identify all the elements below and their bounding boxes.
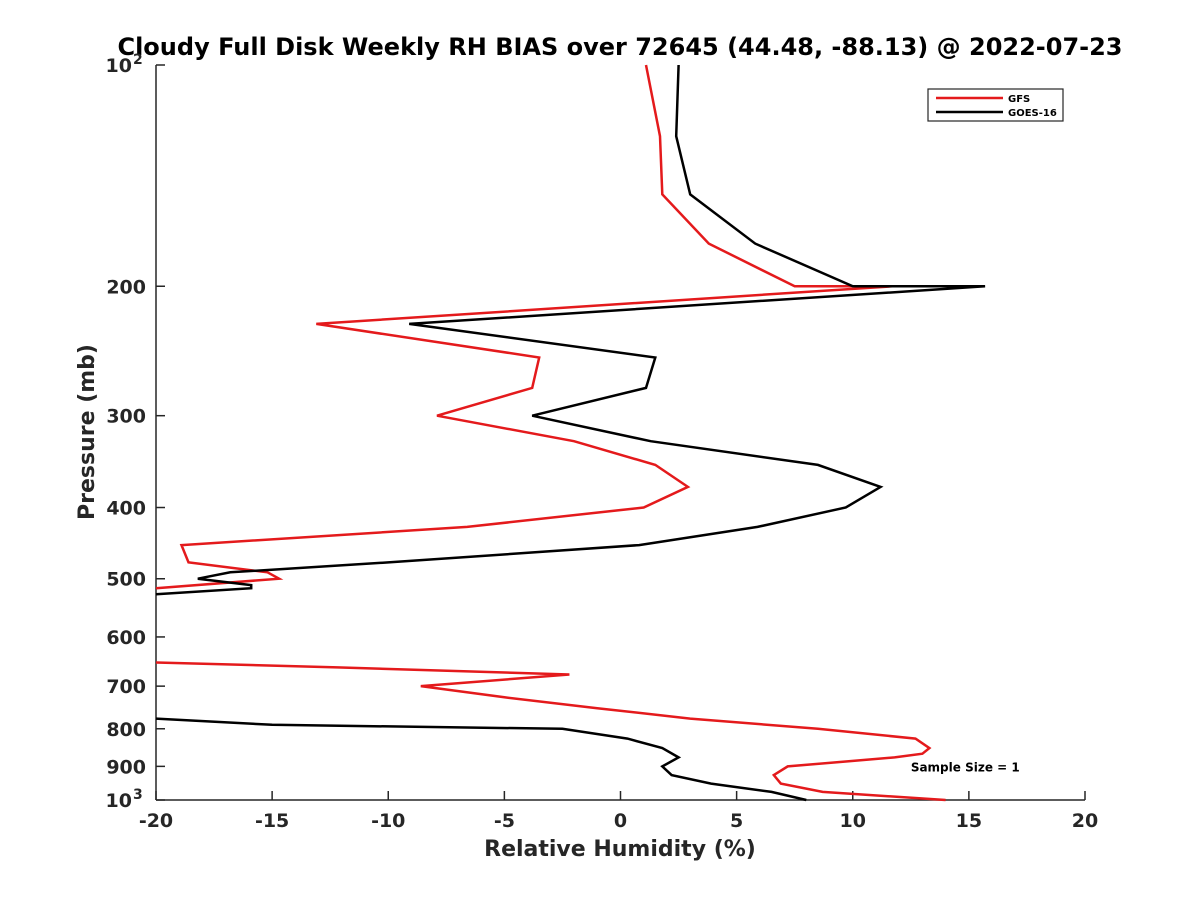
y-tick-label: 900 [106, 756, 146, 778]
y-tick-label: 200 [106, 276, 146, 298]
series-layer [155, 64, 986, 802]
y-tick-label: 600 [106, 627, 146, 649]
x-tick-label: -20 [139, 810, 173, 832]
series-line-gfs [155, 64, 893, 590]
series-line-goes-16 [155, 717, 807, 802]
x-tick-label: 10 [840, 810, 866, 832]
y-tick-exponent: 2 [133, 52, 143, 68]
y-tick-label: 400 [106, 498, 146, 520]
y-tick-exponent: 3 [133, 787, 143, 803]
x-tick-label: -5 [494, 810, 515, 832]
x-tick-label: 20 [1072, 810, 1098, 832]
y-axis-label: Pressure (mb) [75, 344, 100, 520]
series-line-gfs [155, 661, 946, 802]
y-tick-label: 10 [106, 790, 132, 812]
legend-label-goes-16: GOES-16 [1008, 108, 1057, 119]
legend-label-gfs: GFS [1008, 94, 1030, 105]
x-tick-label: 0 [614, 810, 627, 832]
y-tick-label: 10 [106, 55, 132, 77]
x-axis-ticks: -20 -15 -10 -5 0 5 10 15 20 [139, 791, 1098, 832]
annotations: Sample Size = 1 [911, 760, 1020, 774]
legend-box [927, 88, 1064, 122]
sample-size-annotation: Sample Size = 1 [911, 760, 1020, 774]
y-tick-label: 500 [106, 569, 146, 591]
series-line-goes-16 [155, 64, 986, 596]
chart-title: Cloudy Full Disk Weekly RH BIAS over 726… [117, 33, 1122, 61]
x-tick-label: 5 [730, 810, 743, 832]
y-tick-label: 800 [106, 719, 146, 741]
legend: GFS GOES-16 [927, 88, 1064, 122]
x-tick-label: -10 [371, 810, 405, 832]
x-tick-label: 15 [956, 810, 982, 832]
x-axis-label: Relative Humidity (%) [484, 837, 756, 862]
plot-frame [155, 65, 1085, 801]
x-tick-label: -15 [255, 810, 289, 832]
y-tick-label: 300 [106, 406, 146, 428]
y-tick-label: 700 [106, 676, 146, 698]
